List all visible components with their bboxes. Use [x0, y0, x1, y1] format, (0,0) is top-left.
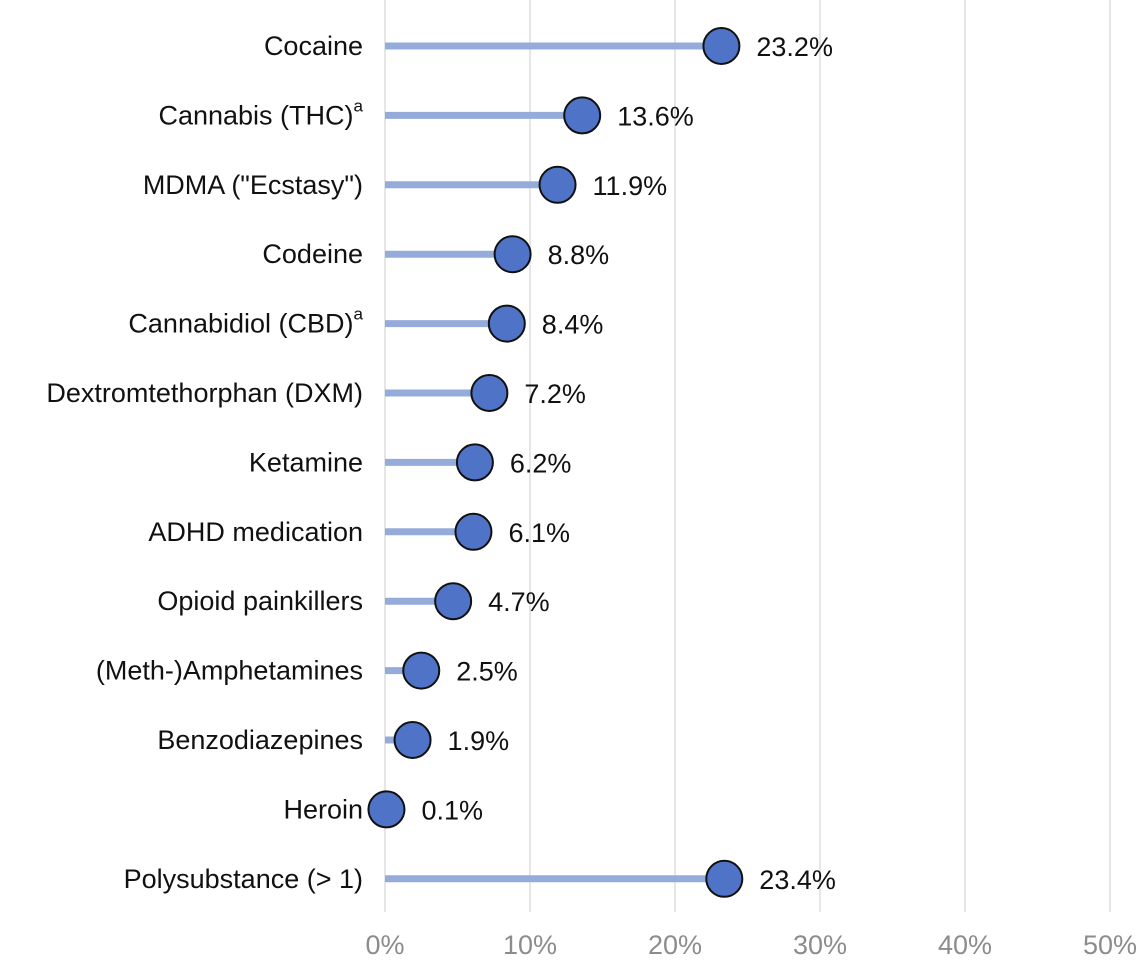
- category-label: Codeine: [262, 239, 363, 269]
- lollipop-dot: [402, 651, 441, 690]
- category-label: Opioid painkillers: [157, 586, 363, 616]
- x-tick-label: 30%: [793, 930, 847, 960]
- data-label: 2.5%: [456, 657, 518, 687]
- x-tick-label: 10%: [503, 930, 557, 960]
- category-label: Cocaine: [264, 31, 363, 61]
- data-label: 23.4%: [759, 865, 836, 895]
- lollipop-dot: [455, 443, 494, 482]
- lollipop-dot: [702, 27, 741, 65]
- category-label: Ketamine: [249, 447, 363, 477]
- lollipop-dot: [538, 165, 577, 204]
- lollipop-dot: [705, 859, 744, 898]
- dot-layer: [367, 27, 744, 898]
- lollipop-dot: [367, 790, 406, 829]
- x-tick-label: 20%: [648, 930, 702, 960]
- x-tick-layer: 0% 10% 20% 30% 40% 50%: [365, 930, 1137, 960]
- category-label-layer: Cocaine Cannabis (THC)a MDMA ("Ecstasy") Co…: [46, 31, 363, 894]
- data-label: 8.4%: [542, 310, 604, 340]
- data-label: 0.1%: [421, 795, 483, 825]
- lollipop-dot: [393, 721, 432, 759]
- category-label: MDMA ("Ecstasy"): [143, 170, 363, 200]
- lollipop-dot: [454, 512, 493, 551]
- data-label: 6.1%: [508, 518, 570, 548]
- category-label: ADHD medication: [148, 517, 363, 547]
- lollipop-dot: [563, 96, 602, 135]
- x-tick-label: 0%: [365, 930, 404, 960]
- category-label: (Meth-)Amphetamines: [96, 656, 363, 686]
- data-label: 11.9%: [593, 171, 668, 201]
- x-tick-label: 40%: [938, 930, 992, 960]
- category-label: Cannabis (THC)a: [158, 96, 363, 130]
- category-label: Polysubstance (> 1): [124, 864, 363, 894]
- value-label-layer: 23.2% 13.6% 11.9% 8.8% 8.4% 7.2% 6.2% 6.1% 4.7% 2…: [421, 32, 835, 895]
- lollipop-dot: [470, 374, 509, 412]
- data-label: 13.6%: [617, 101, 694, 131]
- lollipop-dot: [493, 235, 532, 274]
- category-label: Cannabidiol (CBD)a: [128, 305, 363, 339]
- data-label: 4.7%: [488, 587, 550, 617]
- lollipop-dot: [434, 582, 473, 621]
- grid-layer: [384, 0, 1111, 912]
- category-label: Heroin: [283, 794, 363, 824]
- data-label: 7.2%: [524, 379, 586, 409]
- data-label: 8.8%: [548, 240, 610, 270]
- superscript: a: [354, 96, 364, 115]
- x-tick-label: 50%: [1083, 930, 1137, 960]
- superscript: a: [354, 305, 364, 324]
- data-label: 6.2%: [510, 448, 572, 478]
- data-label: 23.2%: [756, 32, 833, 62]
- data-label: 1.9%: [448, 726, 510, 756]
- category-label: Benzodiazepines: [157, 725, 363, 755]
- category-label: Dextromtethorphan (DXM): [46, 378, 363, 408]
- lollipop-dot: [487, 304, 526, 343]
